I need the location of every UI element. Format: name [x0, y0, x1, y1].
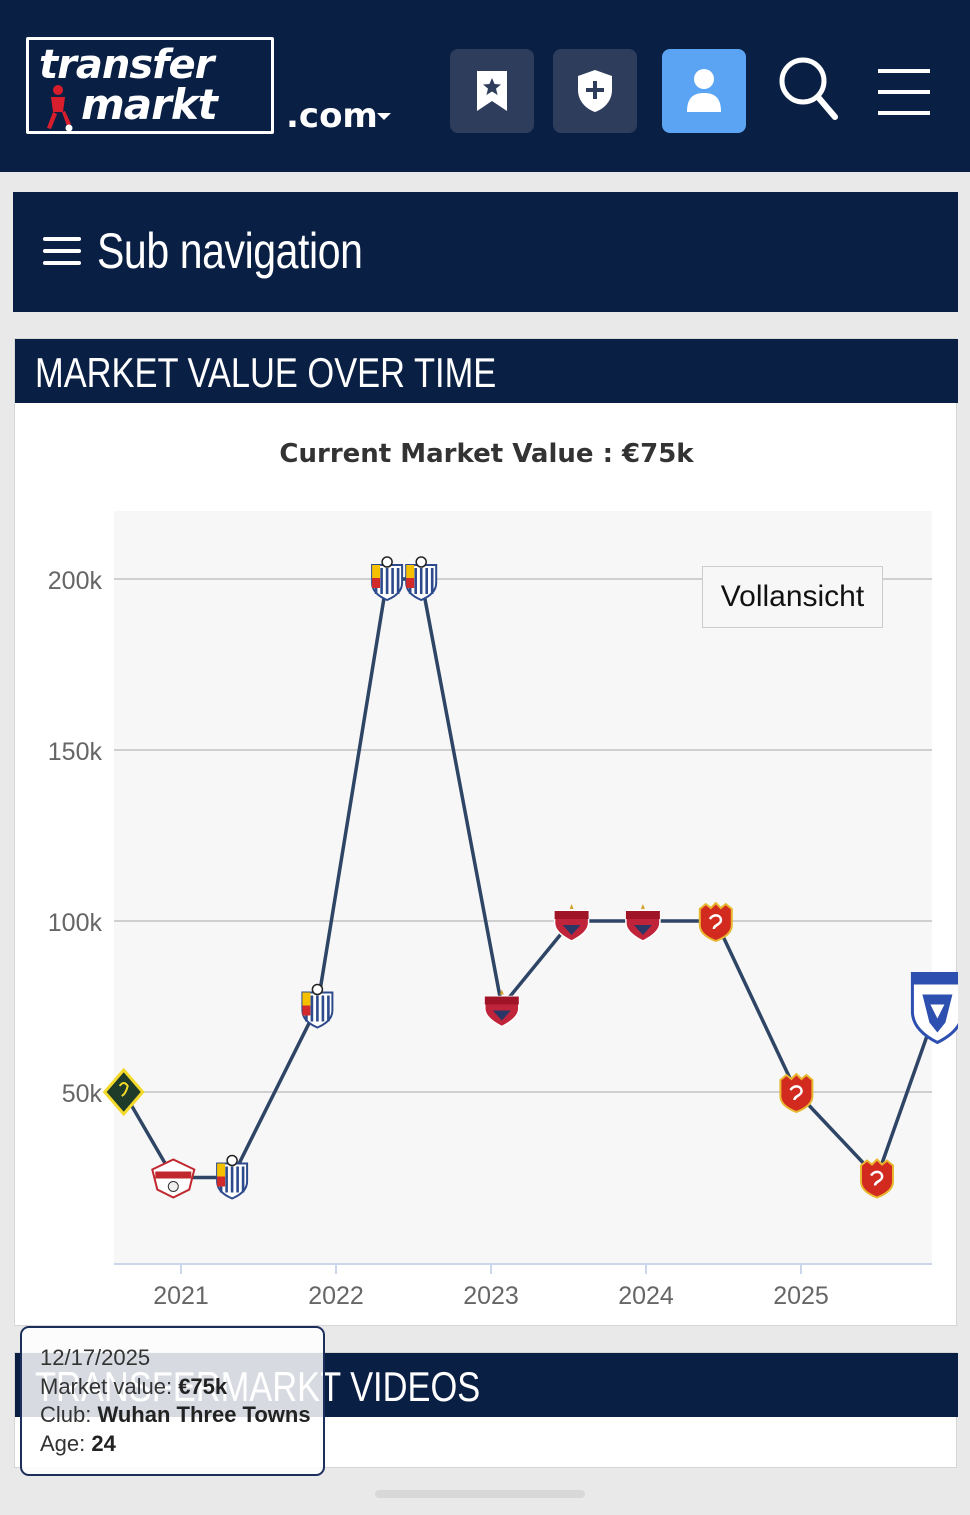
chevron-down-icon[interactable] [377, 113, 391, 120]
tooltip-age-label: Age: [40, 1430, 86, 1456]
tooltip-market-value-label: Market value: [40, 1373, 173, 1399]
user-icon [687, 69, 721, 112]
x-tick-label: 2023 [463, 1282, 519, 1310]
user-account-button[interactable] [662, 49, 746, 133]
logo-text-top: transfer [39, 42, 214, 88]
x-tick-label: 2022 [308, 1282, 364, 1310]
scroll-indicator [375, 1490, 585, 1498]
mosta-fc-crest[interactable] [371, 556, 404, 602]
tooltip-club: Wuhan Three Towns [97, 1402, 311, 1427]
sub-navigation-label: Sub navigation [97, 223, 363, 279]
y-tick-label: 50k [62, 1080, 103, 1108]
hamburger-menu-icon[interactable] [878, 69, 930, 117]
full-view-button[interactable]: Vollansicht [702, 566, 883, 628]
shanghai-port-crest[interactable] [698, 901, 733, 943]
market-value-chart[interactable]: 50k 100k 150k 200k 2021 2022 2023 2024 2025 [15, 339, 958, 1327]
market-value-title: MARKET VALUE OVER TIME [35, 349, 497, 396]
wuhan-three-towns-crest[interactable] [910, 972, 958, 1045]
current-market-value: Current Market Value : €75k [279, 439, 694, 469]
tooltip-date: 12/17/2025 [40, 1345, 151, 1370]
y-tick-label: 100k [48, 909, 103, 937]
shield-plus-icon [578, 70, 612, 112]
shenzhen-peng-city-crest[interactable] [625, 904, 661, 942]
mosta-fc-crest[interactable] [405, 556, 438, 602]
logo-player-icon [47, 85, 73, 132]
market-value-header: MARKET VALUE OVER TIME [15, 339, 958, 403]
my-club-button[interactable] [553, 49, 637, 133]
x-tick-label: 2024 [618, 1282, 674, 1310]
bookmark-icon [477, 71, 507, 111]
logo-text-bottom: markt [81, 80, 218, 129]
chart-tooltip: 12/17/2025 Market value: €75k Club: Wuha… [20, 1326, 325, 1476]
search-icon[interactable] [778, 55, 840, 121]
shanghai-port-crest[interactable] [860, 1158, 894, 1199]
mosta-fc-crest[interactable] [301, 983, 334, 1029]
tooltip-age: 24 [91, 1430, 116, 1456]
market-value-card: MARKET VALUE OVER TIME Current Market Va… [14, 338, 958, 1327]
x-tick-label: 2021 [153, 1282, 209, 1310]
x-tick-label: 2025 [773, 1282, 829, 1310]
watchlist-button[interactable] [450, 49, 534, 133]
tooltip-club-row: Club: Wuhan Three Towns [40, 1401, 323, 1430]
balzan-fc-crest[interactable] [151, 1158, 196, 1199]
domain-selector[interactable]: .com [286, 96, 378, 136]
shanghai-port-crest[interactable] [779, 1072, 814, 1114]
shenzhen-peng-city-crest[interactable] [484, 989, 520, 1028]
tooltip-age-row: Age: 24 [40, 1430, 323, 1459]
shenzhen-peng-city-crest[interactable] [553, 904, 590, 942]
mosta-fc-crest[interactable] [216, 1154, 249, 1200]
y-tick-label: 200k [48, 567, 103, 595]
y-tick-label: 150k [48, 738, 103, 766]
tooltip-club-label: Club: [40, 1402, 92, 1427]
transfermarkt-logo[interactable]: transfer markt [26, 37, 274, 134]
tooltip-market-value-row: Market value: €75k [40, 1373, 323, 1402]
tooltip-market-value: €75k [178, 1373, 228, 1399]
sub-navigation-bar[interactable]: Sub navigation [13, 192, 958, 312]
stumbling-fc-crest[interactable] [102, 1067, 145, 1117]
top-header: transfer markt .com [0, 0, 970, 172]
sub-navigation-menu-icon [43, 237, 81, 267]
